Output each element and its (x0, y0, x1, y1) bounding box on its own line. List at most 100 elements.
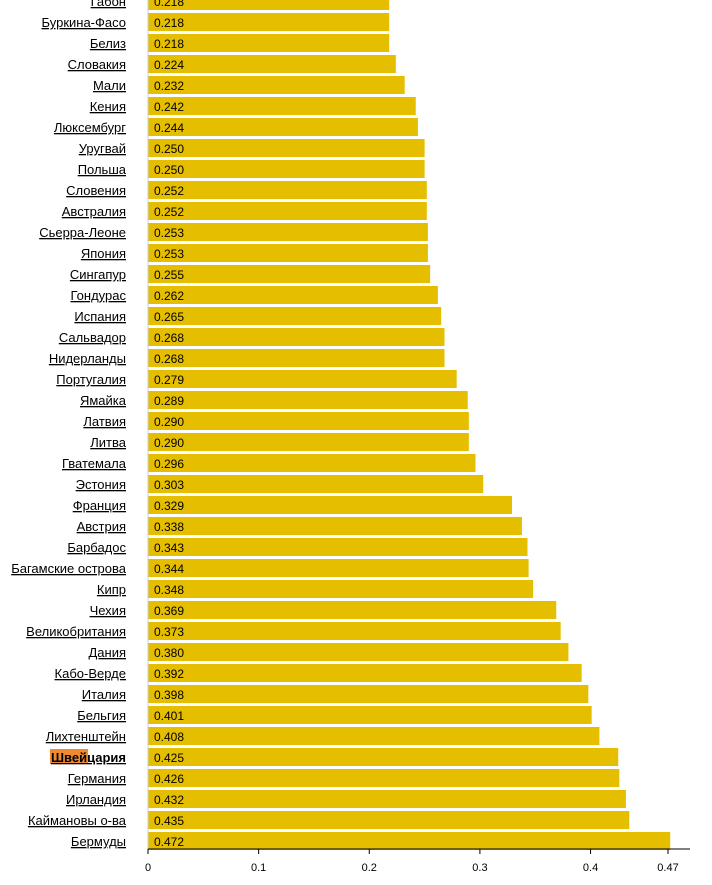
category-link[interactable]: Мали (93, 78, 126, 93)
bar-value-label: 0.255 (154, 268, 184, 282)
bar (148, 748, 619, 766)
category-link[interactable]: Ямайка (80, 393, 127, 408)
bar-value-label: 0.296 (154, 457, 184, 471)
bar (148, 475, 484, 493)
bar-value-label: 0.218 (154, 16, 184, 30)
category-link[interactable]: Белиз (90, 36, 126, 51)
bar-value-label: 0.289 (154, 394, 184, 408)
category-link[interactable]: Сингапур (70, 267, 126, 282)
bar (148, 391, 468, 409)
bar-value-label: 0.290 (154, 415, 184, 429)
x-tick-label: 0 (145, 862, 151, 874)
category-link[interactable]: Кения (90, 99, 126, 114)
bar-value-label: 0.250 (154, 163, 184, 177)
category-link[interactable]: Кабо-Верде (55, 666, 126, 681)
bar (148, 769, 620, 787)
bar-value-label: 0.329 (154, 499, 184, 513)
bar-value-label: 0.432 (154, 793, 184, 807)
category-link[interactable]: Уругвай (79, 141, 126, 156)
bar (148, 601, 557, 619)
category-link[interactable]: Люксембург (54, 120, 126, 135)
bar-value-label: 0.253 (154, 247, 184, 261)
category-link[interactable]: Словения (66, 183, 126, 198)
bar (148, 223, 428, 241)
bar (148, 0, 390, 10)
bar-value-label: 0.348 (154, 583, 184, 597)
bar-value-label: 0.343 (154, 541, 184, 555)
category-link[interactable]: Бельгия (77, 708, 126, 723)
bar-value-label: 0.392 (154, 667, 184, 681)
category-link[interactable]: Австрия (77, 519, 126, 534)
bar-value-label: 0.303 (154, 478, 184, 492)
bar (148, 517, 522, 535)
bar (148, 832, 671, 850)
bar (148, 454, 476, 472)
category-link[interactable]: Сьерра-Леоне (39, 225, 126, 240)
category-link[interactable]: Словакия (68, 57, 126, 72)
category-link[interactable]: Дания (88, 645, 126, 660)
bar (148, 244, 428, 262)
category-link[interactable]: Чехия (90, 603, 126, 618)
category-link[interactable]: Багамские острова (11, 561, 127, 576)
bar-value-label: 0.252 (154, 205, 184, 219)
x-axis: 0 0.1 0.2 0.3 0.4 0.47 (145, 0, 690, 874)
category-link[interactable]: Франция (73, 498, 126, 513)
bar (148, 13, 390, 31)
bar-value-label: 0.425 (154, 751, 184, 765)
bar (148, 202, 427, 220)
category-link[interactable]: Великобритания (26, 624, 126, 639)
bar-value-label: 0.244 (154, 121, 184, 135)
x-tick-label: 0.1 (251, 862, 266, 874)
category-link[interactable]: Гватемала (62, 456, 127, 471)
category-link[interactable]: Барбадос (67, 540, 126, 555)
category-link[interactable]: Италия (82, 687, 126, 702)
category-link[interactable]: Латвия (83, 414, 126, 429)
bar (148, 160, 425, 178)
bar (148, 370, 457, 388)
category-link[interactable]: Япония (81, 246, 126, 261)
bar (148, 349, 445, 367)
bar-value-label: 0.262 (154, 289, 184, 303)
bar (148, 76, 405, 94)
bar (148, 664, 582, 682)
bar-value-label: 0.398 (154, 688, 184, 702)
category-link[interactable]: Габон (91, 0, 126, 9)
category-link[interactable]: Каймановы о-ва (28, 813, 127, 828)
bar-value-label: 0.373 (154, 625, 184, 639)
category-link[interactable]: Эстония (76, 477, 126, 492)
bar (148, 97, 416, 115)
category-link[interactable]: Польша (78, 162, 127, 177)
category-link[interactable]: Сальвадор (59, 330, 126, 345)
bar-value-label: 0.218 (154, 0, 184, 9)
category-link[interactable]: Кипр (97, 582, 126, 597)
bar-value-label: 0.338 (154, 520, 184, 534)
bar-value-label: 0.408 (154, 730, 184, 744)
bar (148, 496, 512, 514)
category-link[interactable]: Австралия (62, 204, 126, 219)
category-link[interactable]: Буркина-Фасо (41, 15, 126, 30)
bar-value-label: 0.380 (154, 646, 184, 660)
bar-value-label: 0.279 (154, 373, 184, 387)
x-tick-label: 0.2 (362, 862, 377, 874)
category-link[interactable]: Испания (74, 309, 126, 324)
bar (148, 706, 592, 724)
bar-value-label: 0.242 (154, 100, 184, 114)
bar-value-label: 0.290 (154, 436, 184, 450)
category-link[interactable]: Бермуды (71, 834, 126, 849)
bar (148, 538, 528, 556)
category-link[interactable]: Португалия (56, 372, 126, 387)
category-link[interactable]: Швейцария (51, 750, 126, 765)
category-link[interactable]: Литва (90, 435, 127, 450)
bar (148, 622, 561, 640)
category-link[interactable]: Ирландия (66, 792, 126, 807)
category-link[interactable]: Германия (68, 771, 126, 786)
category-link[interactable]: Нидерланды (49, 351, 126, 366)
bar-value-label: 0.252 (154, 184, 184, 198)
category-link[interactable]: Лихтенштейн (46, 729, 126, 744)
bar (148, 685, 589, 703)
category-link[interactable]: Гондурас (71, 288, 127, 303)
bar (148, 34, 390, 52)
bar-value-label: 0.218 (154, 37, 184, 51)
x-tick-label: 0.3 (472, 862, 487, 874)
